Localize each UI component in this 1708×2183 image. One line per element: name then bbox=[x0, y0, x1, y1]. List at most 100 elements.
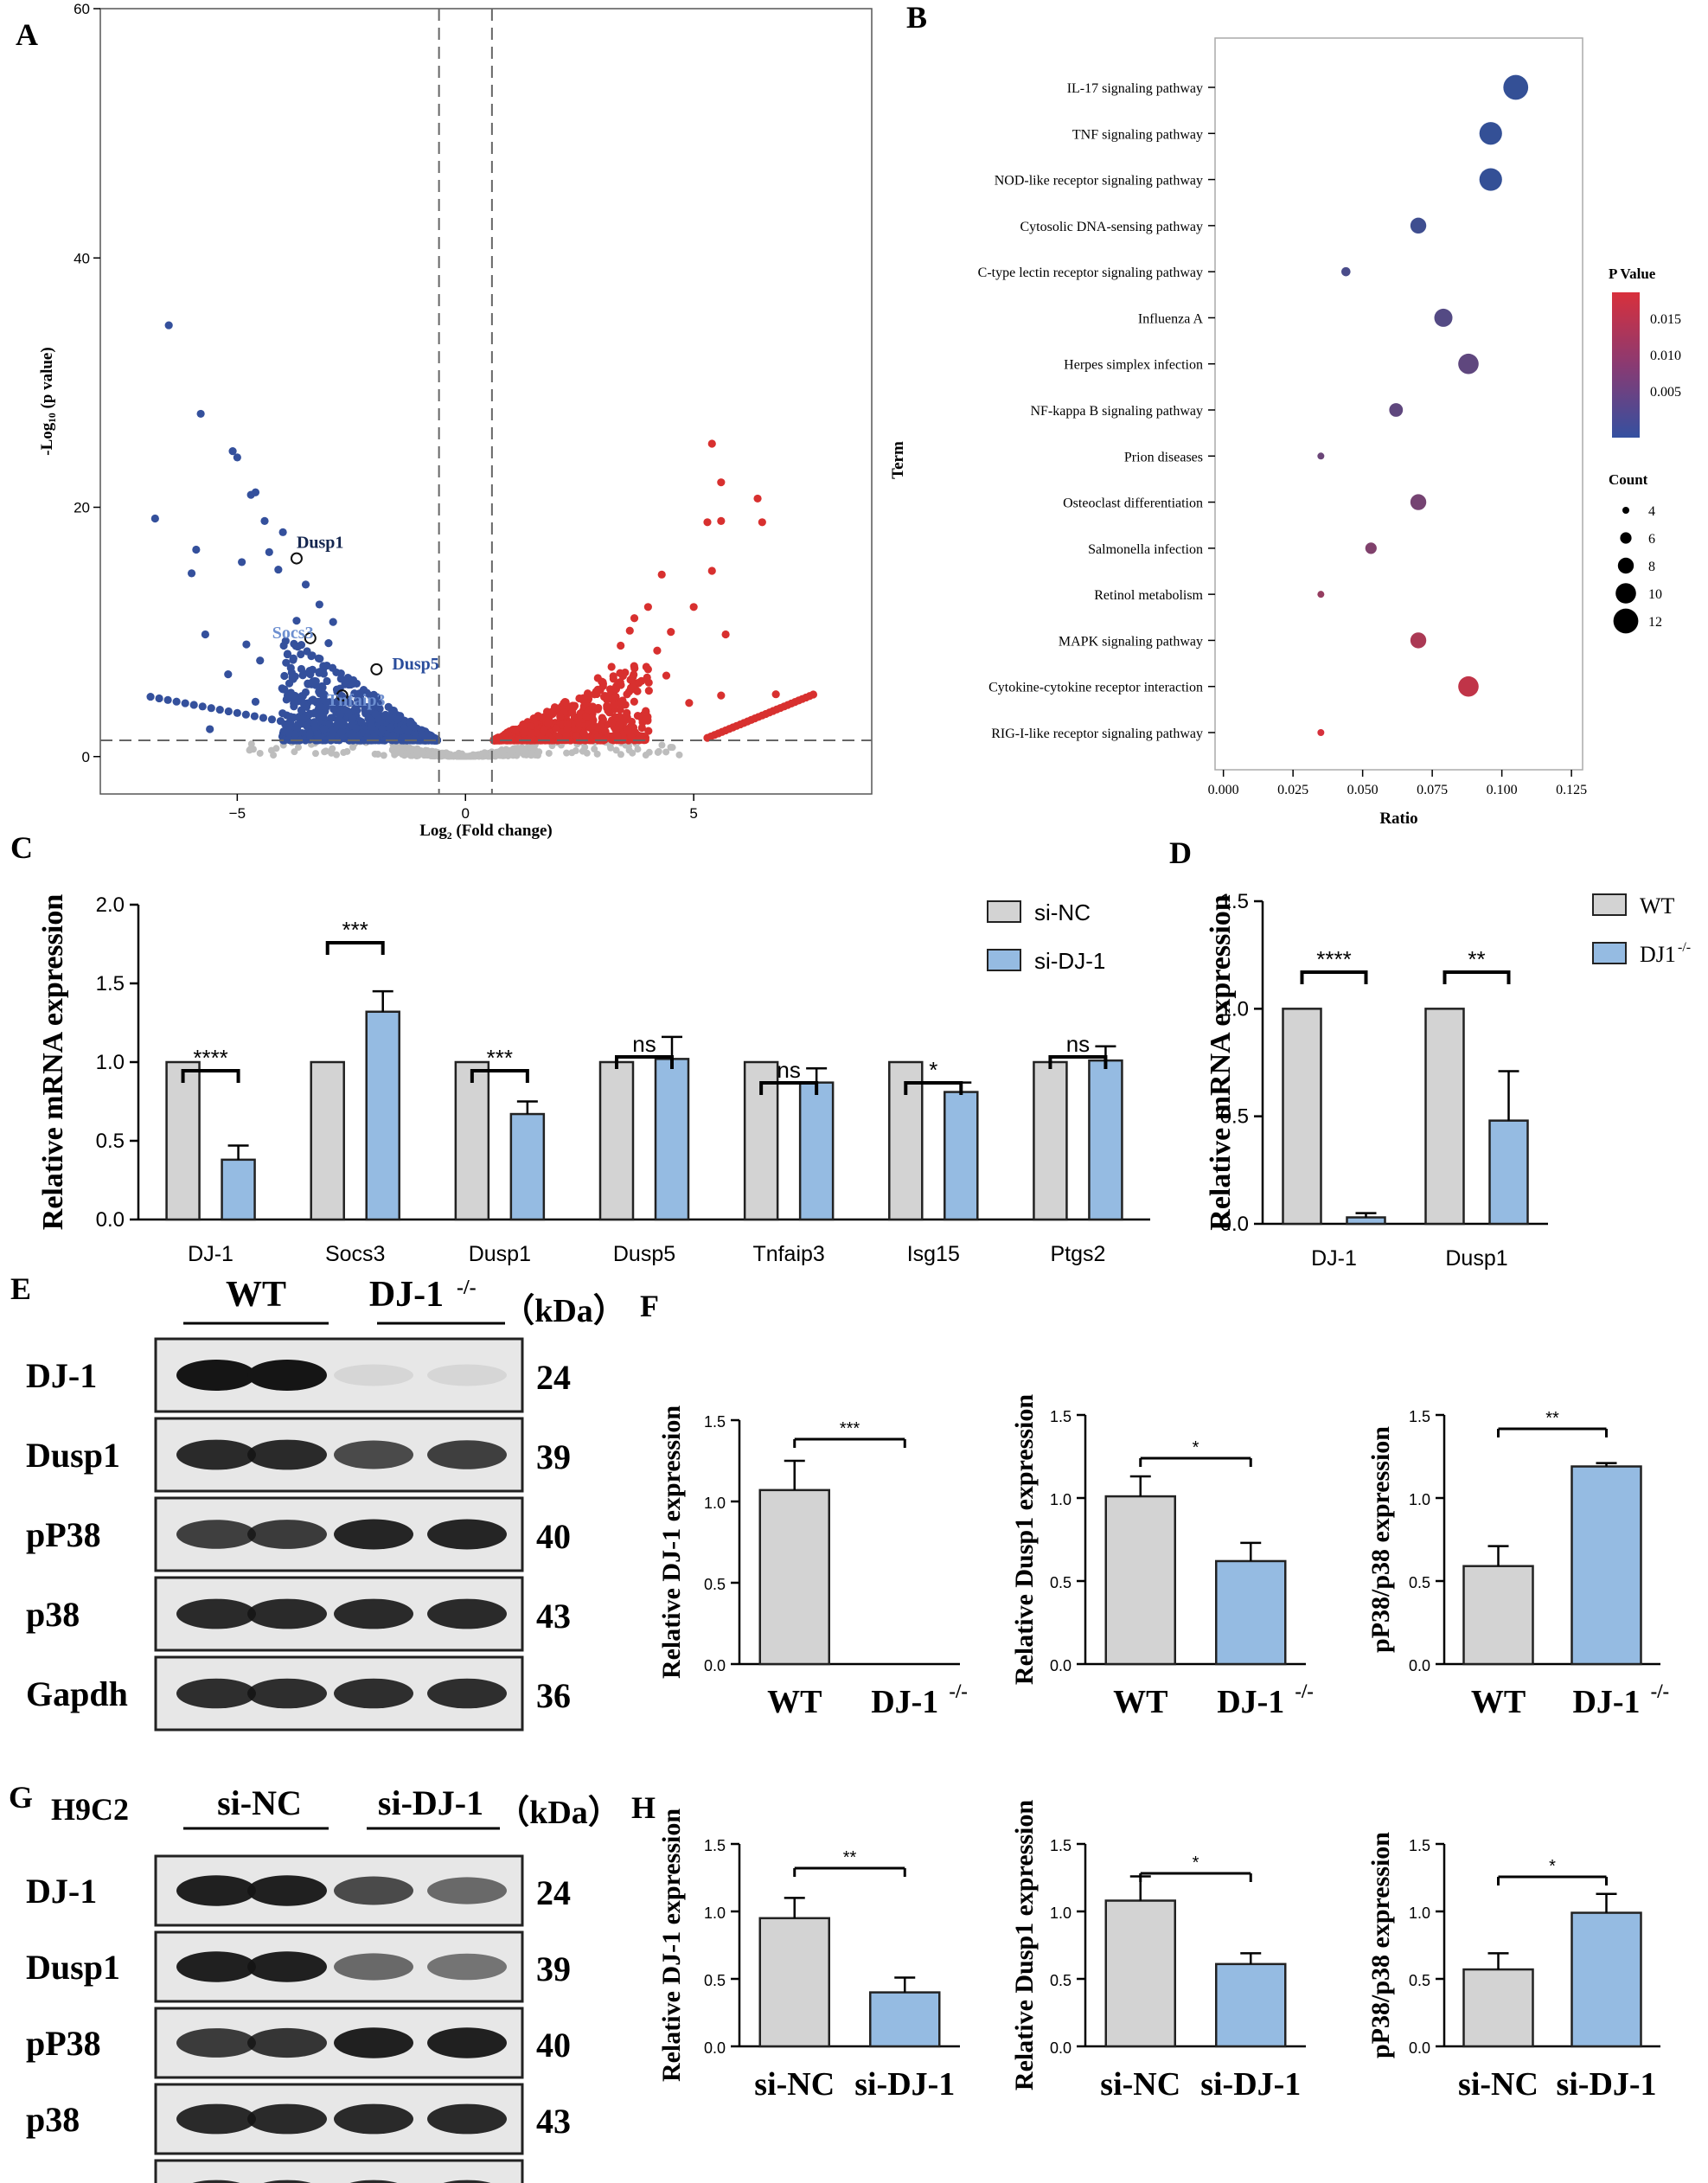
down-point bbox=[297, 650, 305, 659]
ns-point bbox=[629, 749, 637, 757]
up-point bbox=[703, 518, 712, 527]
up-point bbox=[611, 685, 621, 694]
up-point bbox=[644, 678, 653, 687]
down-point bbox=[378, 725, 387, 733]
blot-kda: 24 bbox=[536, 1358, 571, 1397]
up-point bbox=[495, 736, 504, 745]
up-point bbox=[717, 516, 726, 525]
y-tick-label: 2.0 bbox=[96, 893, 125, 917]
down-point bbox=[349, 714, 357, 723]
up-point bbox=[550, 703, 560, 712]
y-axis-label: Relative mRNA expression bbox=[1205, 894, 1237, 1231]
up-point bbox=[657, 570, 666, 579]
up-point bbox=[508, 735, 516, 744]
blot-band bbox=[334, 2103, 413, 2135]
up-point bbox=[721, 630, 730, 639]
ns-point bbox=[291, 748, 298, 756]
ns-point bbox=[607, 744, 615, 752]
ns-point bbox=[270, 752, 278, 759]
category-label: Tnfaip3 bbox=[752, 1242, 824, 1266]
y-axis-label: Relative DJ-1 expression bbox=[657, 1808, 686, 2082]
term-label: RIG-I-like receptor signaling pathway bbox=[991, 727, 1203, 741]
y-tick-label: 0.0 bbox=[704, 2039, 726, 2057]
up-point bbox=[707, 567, 716, 575]
blot-band bbox=[247, 1598, 327, 1629]
up-point bbox=[644, 727, 653, 735]
blot-row-label: p38 bbox=[26, 1595, 80, 1634]
up-point bbox=[717, 478, 726, 487]
gene-marker bbox=[336, 689, 349, 702]
legend-color-tick: 0.010 bbox=[1650, 349, 1681, 363]
down-point bbox=[362, 703, 371, 712]
blot-kda: 39 bbox=[536, 1949, 571, 1988]
ns-point bbox=[612, 746, 620, 754]
ns-point bbox=[662, 748, 670, 756]
panel-label-D: D bbox=[1169, 835, 1192, 870]
up-point bbox=[543, 719, 553, 727]
color-legend-bar bbox=[1612, 292, 1640, 438]
y-tick-label: 1.0 bbox=[704, 1905, 726, 1922]
x-tick-label: 0.000 bbox=[1208, 783, 1239, 797]
down-point bbox=[282, 658, 291, 667]
y-tick-label: 40 bbox=[74, 250, 90, 266]
term-label: Salmonella infection bbox=[1088, 542, 1203, 557]
y-axis-label: -Log₁₀ (p value) bbox=[38, 347, 56, 455]
ns-point bbox=[328, 749, 336, 757]
down-point bbox=[274, 565, 283, 574]
down-point bbox=[260, 516, 269, 525]
category-label: WT bbox=[767, 1684, 822, 1720]
down-point bbox=[323, 676, 331, 686]
y-tick-label: 0.5 bbox=[704, 1576, 726, 1593]
legend-swatch bbox=[987, 949, 1021, 971]
category-label: WT bbox=[1471, 1684, 1526, 1720]
up-point bbox=[643, 665, 652, 674]
blot-band bbox=[176, 1520, 256, 1549]
term-label: Cytokine-cytokine receptor interaction bbox=[988, 681, 1203, 695]
ns-point bbox=[470, 751, 477, 759]
down-point bbox=[282, 711, 291, 720]
up-point bbox=[689, 603, 698, 611]
down-point bbox=[302, 721, 311, 730]
bar bbox=[1088, 1059, 1123, 1221]
y-axis-label: Relative Dusp1 expression bbox=[1010, 1800, 1039, 2090]
up-point bbox=[616, 669, 624, 677]
legend-size-label: 8 bbox=[1648, 560, 1655, 574]
down-point bbox=[301, 688, 310, 697]
down-point bbox=[406, 717, 415, 726]
down-point bbox=[250, 712, 259, 720]
category-label: DJ-1 bbox=[871, 1684, 938, 1720]
down-point bbox=[233, 453, 241, 462]
blot-band bbox=[334, 1953, 413, 1981]
blot-row-label: pP38 bbox=[26, 2024, 101, 2063]
up-point bbox=[552, 724, 560, 733]
legend-size-label: 4 bbox=[1648, 504, 1655, 519]
y-tick-label: 1.5 bbox=[704, 1837, 726, 1854]
bubble-point bbox=[1458, 353, 1479, 375]
down-point bbox=[281, 637, 290, 645]
blot-row-label: Gapdh bbox=[26, 2176, 128, 2183]
down-point bbox=[265, 547, 273, 556]
term-label: NOD-like receptor signaling pathway bbox=[995, 174, 1203, 189]
up-point bbox=[561, 698, 570, 707]
blot-row-label: DJ-1 bbox=[26, 1356, 97, 1395]
category-label: si-DJ-1 bbox=[1556, 2066, 1656, 2103]
significance-bracket bbox=[1048, 1055, 1108, 1069]
blot-strip bbox=[154, 2159, 524, 2183]
down-point bbox=[381, 736, 389, 745]
bubble-point bbox=[1410, 217, 1427, 234]
down-point bbox=[320, 725, 329, 733]
down-point bbox=[410, 723, 419, 732]
up-point bbox=[617, 641, 625, 650]
up-point bbox=[611, 725, 620, 734]
significance-bracket bbox=[615, 1055, 674, 1069]
significance-label: ns bbox=[777, 1057, 800, 1083]
down-point bbox=[192, 545, 201, 554]
y-tick-label: 0.5 bbox=[1220, 1105, 1249, 1129]
down-point bbox=[387, 706, 396, 714]
y-tick-label: 0.0 bbox=[1409, 2039, 1430, 2057]
ns-point bbox=[642, 752, 649, 759]
down-point bbox=[334, 716, 343, 725]
up-point bbox=[613, 714, 622, 722]
bar bbox=[1104, 1899, 1176, 2048]
y-tick-label: 1.5 bbox=[1409, 1408, 1430, 1425]
